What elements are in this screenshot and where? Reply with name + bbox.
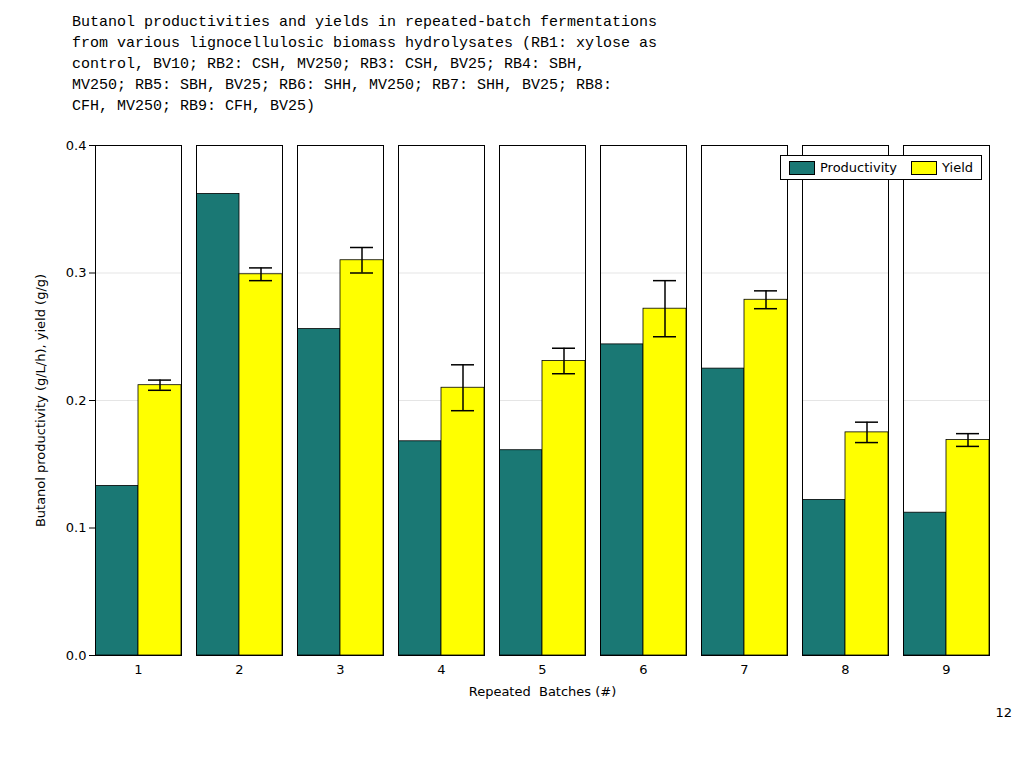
svg-text:6: 6 <box>639 662 647 677</box>
html-text:Productivity: Productivity <box>820 160 897 175</box>
svg-text:8: 8 <box>841 662 849 677</box>
svg-text:Repeated Batches (#): Repeated Batches (#) <box>469 684 617 699</box>
html-text:Butanol productivities and yie: Butanol productivities and yields in rep… <box>72 14 658 115</box>
svg-text:0.2: 0.2 <box>66 393 87 408</box>
svg-text:4: 4 <box>437 662 445 677</box>
svg-text:2: 2 <box>235 662 243 677</box>
svg-text:0.0: 0.0 <box>66 648 87 663</box>
svg-text:0.4: 0.4 <box>66 138 87 153</box>
html-text:12: 12 <box>995 705 1012 720</box>
svg-text:3: 3 <box>336 662 344 677</box>
svg-text:Butanol productivity (g/L/h),: Butanol productivity (g/L/h), yield (g/g… <box>33 274 48 527</box>
svg-text:0.3: 0.3 <box>66 265 87 280</box>
svg-text:0.1: 0.1 <box>66 520 87 535</box>
svg-text:7: 7 <box>740 662 748 677</box>
html-text:Yield: Yield <box>942 160 973 175</box>
svg-text:5: 5 <box>538 662 546 677</box>
svg-text:9: 9 <box>942 662 950 677</box>
svg-text:1: 1 <box>134 662 142 677</box>
